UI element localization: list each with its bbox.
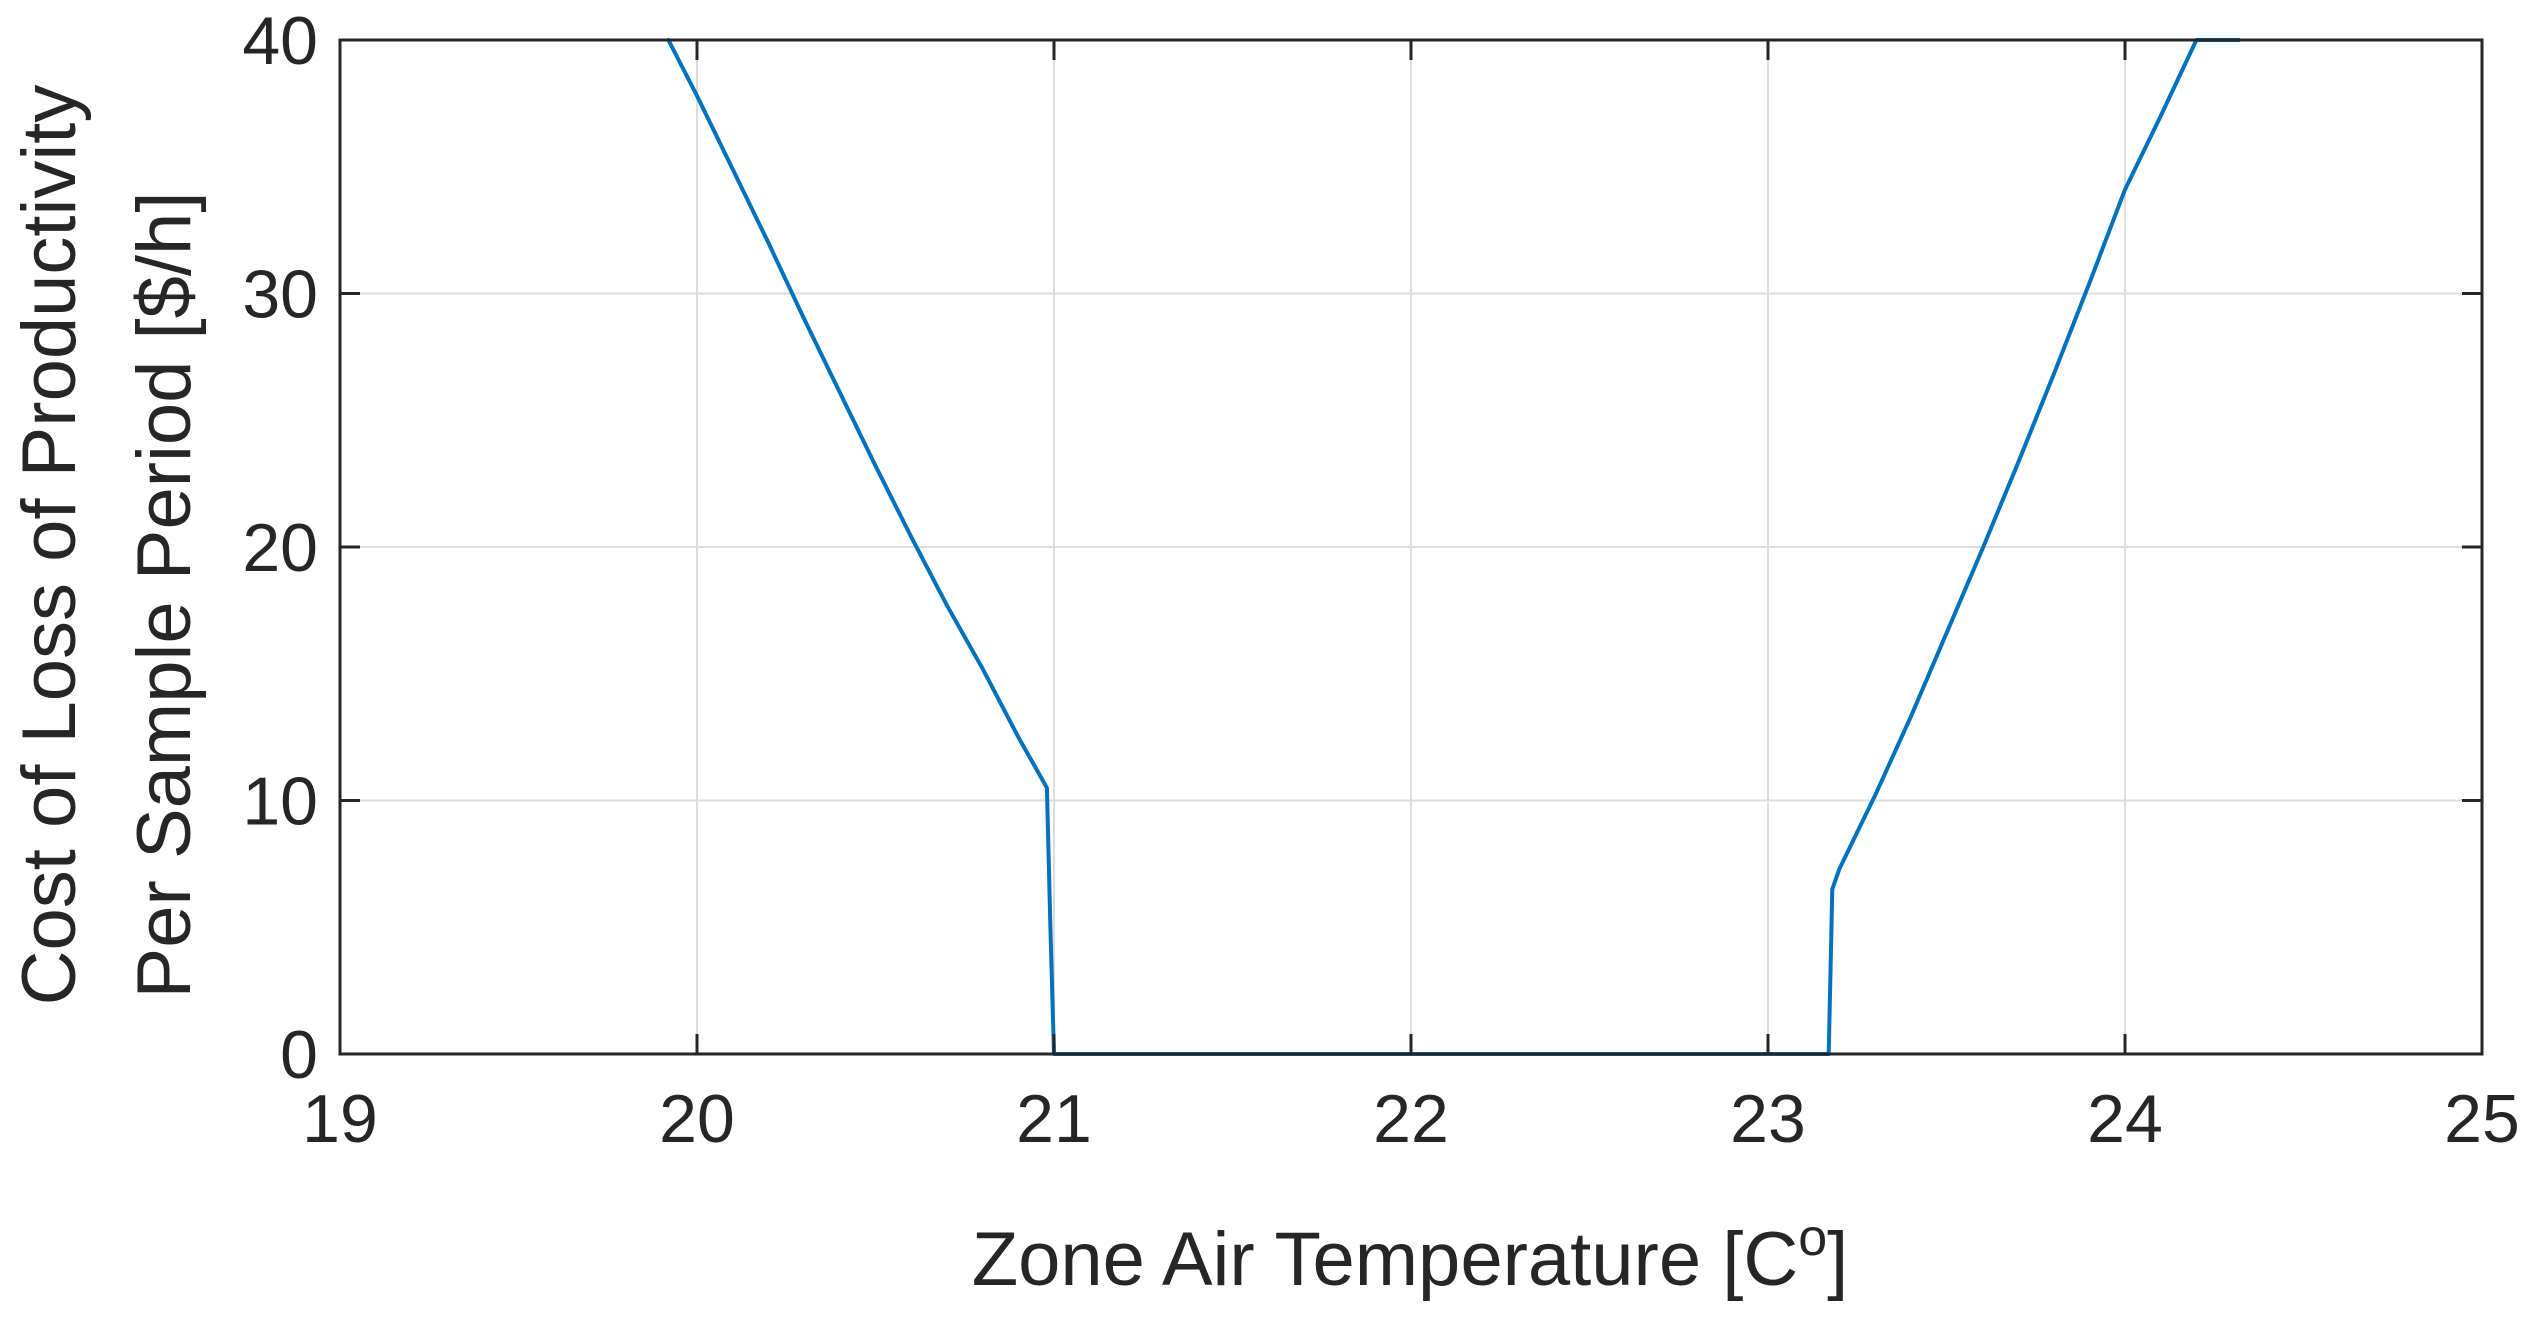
y-tick-label: 10 [242, 764, 318, 840]
x-tick-label: 24 [2087, 1081, 2163, 1157]
ticks: 19 20 21 22 23 24 25 0 10 20 30 40 [242, 3, 2519, 1157]
y-tick-label: 30 [242, 257, 318, 333]
y-tick-label: 40 [242, 3, 318, 79]
x-tick-label: 22 [1373, 1081, 1449, 1157]
x-axis-label: Zone Air Temperature [Co] [972, 1209, 1849, 1302]
y-axis-label-line-2: Per Sample Period [$/h] [122, 192, 207, 999]
y-tick-label: 0 [280, 1017, 318, 1093]
y-axis-label-line-1: Cost of Loss of Productivity [7, 85, 92, 1006]
x-tick-label: 23 [1730, 1081, 1806, 1157]
x-tick-label: 20 [659, 1081, 735, 1157]
x-tick-label: 19 [302, 1081, 378, 1157]
x-tick-label: 21 [1016, 1081, 1092, 1157]
y-tick-label: 20 [242, 510, 318, 586]
x-tick-label: 25 [2444, 1081, 2520, 1157]
grid [339, 39, 2483, 1055]
